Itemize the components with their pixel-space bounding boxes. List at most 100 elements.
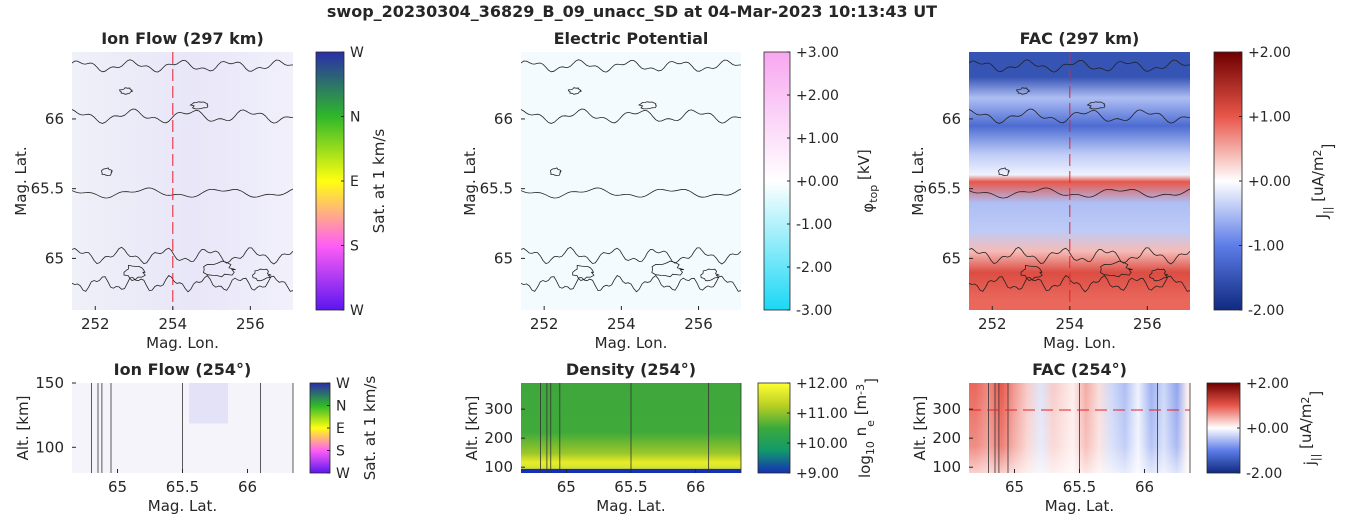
fac-map-ytick-label: 65.5 bbox=[928, 180, 961, 198]
ion-flow-map-xtick-label: 252 bbox=[81, 315, 110, 333]
ion-flow-map-contour-blob bbox=[119, 87, 134, 95]
ion-flow-cut-colorbar-tick-label: W bbox=[336, 376, 350, 392]
potential-map-contour-line bbox=[521, 59, 741, 73]
density-cut-colorbar-label-part: n bbox=[852, 427, 870, 441]
fac-map-ylabel: Mag. Lat. bbox=[909, 146, 927, 215]
potential-map-colorbar-tick-label: +1.00 bbox=[796, 131, 839, 147]
density-cut-colorbar-label-part: [m bbox=[852, 395, 870, 420]
fac-map-contours bbox=[969, 59, 1190, 293]
ion-flow-map-contours bbox=[72, 59, 293, 293]
fac-map-colorbar bbox=[1213, 51, 1243, 311]
density-cut-xtick-label: 65.5 bbox=[614, 478, 647, 496]
density-cut-colorbar-tick-label: +9.00 bbox=[796, 466, 839, 482]
ion-flow-map-contour-blob bbox=[189, 101, 209, 110]
potential-map-colorbar-tick-label: -3.00 bbox=[796, 303, 832, 319]
density-cut-colorbar-label-part: ] bbox=[862, 378, 880, 384]
ion-flow-map-panel: Ion Flow (297 km) 252 254 256 65 65.5 66 Mag. L… bbox=[12, 29, 388, 352]
fac-cut-colorbar-tick-label: +2.00 bbox=[1246, 376, 1289, 392]
ion-flow-map-colorbar-tick-label: E bbox=[350, 174, 359, 190]
fac-cut-colorbar-label-part: || bbox=[1309, 454, 1322, 461]
fac-cut-colorbar-label-part: [uA/m bbox=[1297, 404, 1315, 454]
potential-map-contour-blob bbox=[700, 268, 720, 282]
fac-map-contour-blob bbox=[998, 167, 1010, 176]
fac-map-colorbar-label-part: J bbox=[1313, 214, 1331, 219]
fac-map-colorbar-label-part: || bbox=[1321, 207, 1334, 214]
density-cut-colorbar bbox=[757, 382, 791, 474]
ion-flow-cut-panel: Ion Flow (254°) 65 65.5 66 100 150 Mag. Lat. Al… bbox=[14, 360, 379, 515]
ion-flow-map-contour-blob bbox=[202, 260, 236, 278]
potential-map-contour-blob bbox=[567, 87, 582, 95]
ion-flow-map-contour-blob bbox=[252, 268, 272, 282]
ion-flow-cut-colorbar-label: Sat. at 1 km/s bbox=[361, 376, 379, 481]
density-cut-ylabel: Alt. [km] bbox=[463, 396, 481, 461]
fac-cut-colorbar-label-part: j bbox=[1301, 461, 1319, 466]
ion-flow-map-ytick-label: 65.5 bbox=[31, 180, 64, 198]
potential-map-contour-line bbox=[521, 246, 741, 265]
ion-flow-cut-ytick-label: 150 bbox=[35, 374, 64, 392]
ion-flow-map-xtick-label: 256 bbox=[236, 315, 265, 333]
ion-flow-map-ytick-label: 65 bbox=[45, 249, 64, 267]
potential-map-contour-blob bbox=[651, 260, 685, 278]
ion-flow-map-colorbar-tick-label: W bbox=[350, 303, 364, 319]
ion-flow-map-ytick-label: 66 bbox=[45, 110, 64, 128]
fac-map-xlabel: Mag. Lon. bbox=[1043, 334, 1116, 352]
fac-cut-ytick-label: 300 bbox=[932, 400, 961, 418]
ion-flow-map-colorbar-tick-label: W bbox=[350, 45, 364, 61]
potential-map-colorbar-tick-label: +0.00 bbox=[796, 174, 839, 190]
fac-cut-xtick-label: 66 bbox=[1135, 478, 1154, 496]
fac-cut-colorbar-label-part: ] bbox=[1307, 391, 1325, 397]
fac-map-contour-blob bbox=[1020, 264, 1043, 281]
density-cut-colorbar-label: log10 ne [m-3] bbox=[852, 378, 880, 478]
potential-map-panel: Electric Potential 252 254 256 65 65.5 66 Mag. … bbox=[461, 29, 880, 352]
ion-flow-map-contour-line bbox=[72, 246, 293, 265]
ion-flow-cut-heatmap-patch bbox=[189, 383, 228, 424]
density-cut-title: Density (254°) bbox=[566, 360, 696, 379]
ion-flow-cut-xtick-label: 65.5 bbox=[166, 478, 199, 496]
fac-map-xtick-label: 252 bbox=[978, 315, 1007, 333]
ion-flow-map-contour-line bbox=[72, 187, 293, 199]
density-cut-colorbar-label-part: e bbox=[864, 420, 877, 427]
density-cut-ytick-label: 100 bbox=[484, 458, 513, 476]
potential-map-ytick-label: 66 bbox=[494, 110, 513, 128]
fac-map-contour-blob bbox=[1086, 101, 1106, 110]
potential-map-xtick-label: 256 bbox=[684, 315, 713, 333]
density-cut-xtick-label: 65 bbox=[557, 478, 576, 496]
potential-map-contours bbox=[521, 59, 741, 293]
density-cut-colorbar-label-part: -3 bbox=[854, 384, 867, 395]
ion-flow-cut-ylabel: Alt. [km] bbox=[14, 396, 32, 461]
ion-flow-cut-colorbar-tick-label: W bbox=[336, 466, 350, 482]
potential-map-colorbar-tick-label: -2.00 bbox=[796, 260, 832, 276]
fac-map-contour-line bbox=[969, 187, 1190, 199]
potential-map-colorbar-label-part: φ bbox=[859, 203, 877, 213]
fac-cut-xtick-label: 65.5 bbox=[1063, 478, 1096, 496]
ion-flow-map-xlabel: Mag. Lon. bbox=[146, 334, 219, 352]
ion-flow-map-colorbar-tick-label: N bbox=[350, 110, 360, 126]
fac-map-ytick-label: 65 bbox=[942, 249, 961, 267]
ion-flow-map-contour-line bbox=[72, 59, 293, 73]
potential-map-contour-blob bbox=[549, 167, 562, 176]
potential-map-colorbar bbox=[763, 51, 791, 311]
potential-map-xtick-label: 252 bbox=[530, 315, 559, 333]
density-cut-xlabel: Mag. Lat. bbox=[596, 497, 665, 515]
fac-cut-colorbar bbox=[1206, 382, 1241, 474]
potential-map-colorbar-label-part: top bbox=[867, 185, 880, 203]
fac-map-colorbar-label-part: [uA/m bbox=[1309, 156, 1327, 206]
fac-cut-ytick-label: 100 bbox=[932, 458, 961, 476]
fac-map-colorbar-tick-label: +2.00 bbox=[1248, 45, 1291, 61]
density-cut-colorbar-tick-label: +11.00 bbox=[796, 406, 848, 422]
ion-flow-map-contour-line bbox=[72, 274, 293, 293]
potential-map-colorbar-label: φtop [kV] bbox=[855, 149, 880, 212]
fac-map-contour-line bbox=[969, 59, 1190, 73]
fac-map-colorbar-tick-label: -2.00 bbox=[1248, 303, 1284, 319]
fac-map-title: FAC (297 km) bbox=[1020, 29, 1140, 48]
fac-map-contour-line bbox=[969, 274, 1190, 293]
density-cut-colorbar-label-part: 10 bbox=[864, 441, 877, 455]
potential-map-colorbar-tick-label: +3.00 bbox=[796, 45, 839, 61]
fac-map-colorbar-tick-label: -1.00 bbox=[1248, 239, 1284, 255]
figure-title: swop_20230304_36829_B_09_unacc_SD at 04-… bbox=[327, 2, 937, 21]
potential-map-xtick-label: 254 bbox=[607, 315, 636, 333]
ion-flow-map-colorbar-tick-label: S bbox=[350, 239, 359, 255]
ion-flow-cut-ytick-label: 100 bbox=[35, 438, 64, 456]
ion-flow-map-ylabel: Mag. Lat. bbox=[12, 146, 30, 215]
potential-map-ytick-label: 65 bbox=[494, 249, 513, 267]
